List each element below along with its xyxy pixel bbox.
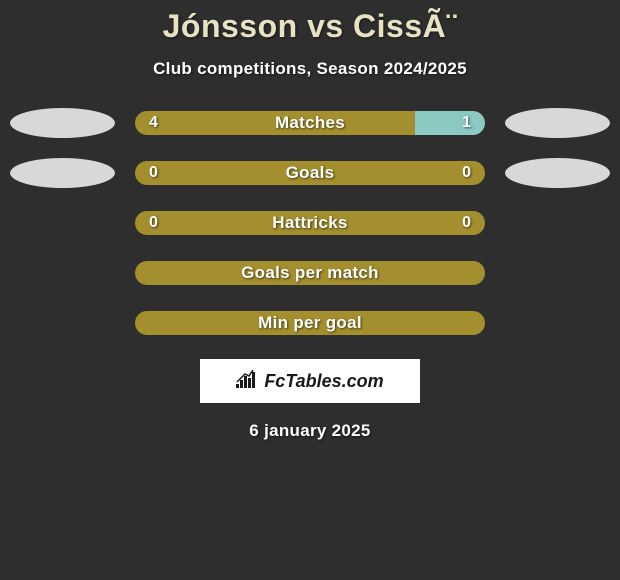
stat-label: Goals <box>135 163 485 183</box>
placeholder <box>10 258 115 288</box>
placeholder <box>10 208 115 238</box>
stats-container: Jónsson vs CissÃ¨ Club competitions, Sea… <box>0 0 620 441</box>
stat-bar: 0Goals0 <box>135 161 485 185</box>
stat-bar: 0Hattricks0 <box>135 211 485 235</box>
placeholder <box>505 308 610 338</box>
stat-row: Min per goal <box>0 309 620 337</box>
subtitle: Club competitions, Season 2024/2025 <box>0 59 620 79</box>
player-right-badge <box>505 108 610 138</box>
stat-value-right: 0 <box>462 214 471 232</box>
stat-label: Hattricks <box>135 213 485 233</box>
stat-label: Goals per match <box>135 263 485 283</box>
player-left-badge <box>10 108 115 138</box>
stat-bar: Goals per match <box>135 261 485 285</box>
placeholder <box>505 258 610 288</box>
stat-value-right: 1 <box>462 114 471 132</box>
date-label: 6 january 2025 <box>0 421 620 441</box>
stat-bar: Min per goal <box>135 311 485 335</box>
stat-label: Matches <box>135 113 485 133</box>
stat-label: Min per goal <box>135 313 485 333</box>
page-title: Jónsson vs CissÃ¨ <box>0 8 620 45</box>
stat-value-right: 0 <box>462 164 471 182</box>
stat-row: 0Hattricks0 <box>0 209 620 237</box>
stats-rows: 4Matches10Goals00Hattricks0Goals per mat… <box>0 109 620 337</box>
stat-row: 0Goals0 <box>0 159 620 187</box>
player-right-badge <box>505 158 610 188</box>
stat-row: 4Matches1 <box>0 109 620 137</box>
logo-box[interactable]: FcTables.com <box>200 359 420 403</box>
logo-text: FcTables.com <box>264 371 383 392</box>
stat-row: Goals per match <box>0 259 620 287</box>
chart-icon <box>236 370 258 393</box>
stat-bar: 4Matches1 <box>135 111 485 135</box>
placeholder <box>505 208 610 238</box>
player-left-badge <box>10 158 115 188</box>
placeholder <box>10 308 115 338</box>
